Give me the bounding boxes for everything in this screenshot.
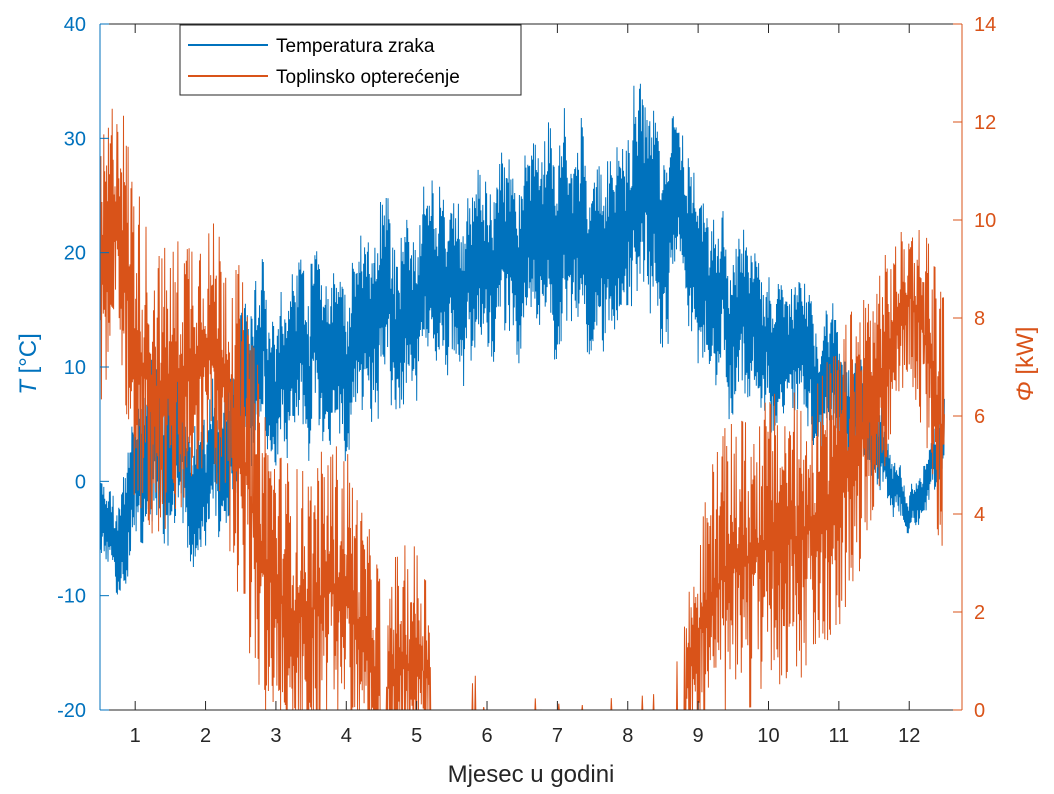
legend-label-temperature: Temperatura zraka	[276, 36, 435, 57]
x-axis-label: Mjesec u godini	[448, 761, 615, 788]
legend: Temperatura zraka Toplinsko opterećenje	[179, 24, 522, 96]
legend-label-load: Toplinsko opterećenje	[276, 67, 460, 88]
x-tick-label: 6	[481, 725, 492, 747]
y-left-tick-label: 30	[64, 128, 86, 150]
y-left-tick-label: -10	[57, 586, 86, 608]
y-right-tick-label: 8	[974, 308, 985, 330]
y-right-tick-label: 10	[974, 210, 996, 232]
y-axis-label-left-symbol: T	[15, 378, 42, 395]
y-left-tick-label: 0	[75, 471, 86, 493]
y-axis-label-left-unit: [°C]	[15, 333, 42, 380]
x-tick-label: 2	[200, 725, 211, 747]
x-tick-label: 10	[757, 725, 779, 747]
y-right-tick-label: 0	[974, 700, 985, 722]
y-right-tick-label: 12	[974, 112, 996, 134]
y-left-tick-label: -20	[57, 700, 86, 722]
y-right-tick-label: 2	[974, 602, 985, 624]
y-right-tick-label: 14	[974, 14, 996, 36]
y-axis-label-left: T [°C]	[15, 333, 42, 395]
y-right-tick-label: 6	[974, 406, 985, 428]
x-tick-label: 11	[828, 725, 849, 747]
y-left-tick-label: 40	[64, 14, 86, 36]
x-tick-label: 3	[270, 725, 281, 747]
y-axis-label-right-unit: [kW]	[1012, 327, 1039, 382]
x-tick-label: 4	[341, 725, 352, 747]
y-left-tick-label: 20	[64, 243, 86, 265]
y-right-tick-label: 4	[974, 504, 985, 526]
x-tick-label: 5	[411, 725, 422, 747]
y-left-tick-label: 10	[64, 357, 86, 379]
x-tick-label: 12	[898, 725, 920, 747]
x-tick-label: 1	[130, 725, 141, 747]
series-line-temperature	[99, 83, 945, 595]
y-axis-label-right-symbol: Φ	[1012, 381, 1039, 401]
x-tick-label: 8	[622, 725, 633, 747]
y-axis-label-right: Φ [kW]	[1012, 327, 1039, 402]
x-tick-label: 7	[552, 725, 563, 747]
x-tick-label: 9	[693, 725, 704, 747]
legend-box	[179, 24, 522, 96]
